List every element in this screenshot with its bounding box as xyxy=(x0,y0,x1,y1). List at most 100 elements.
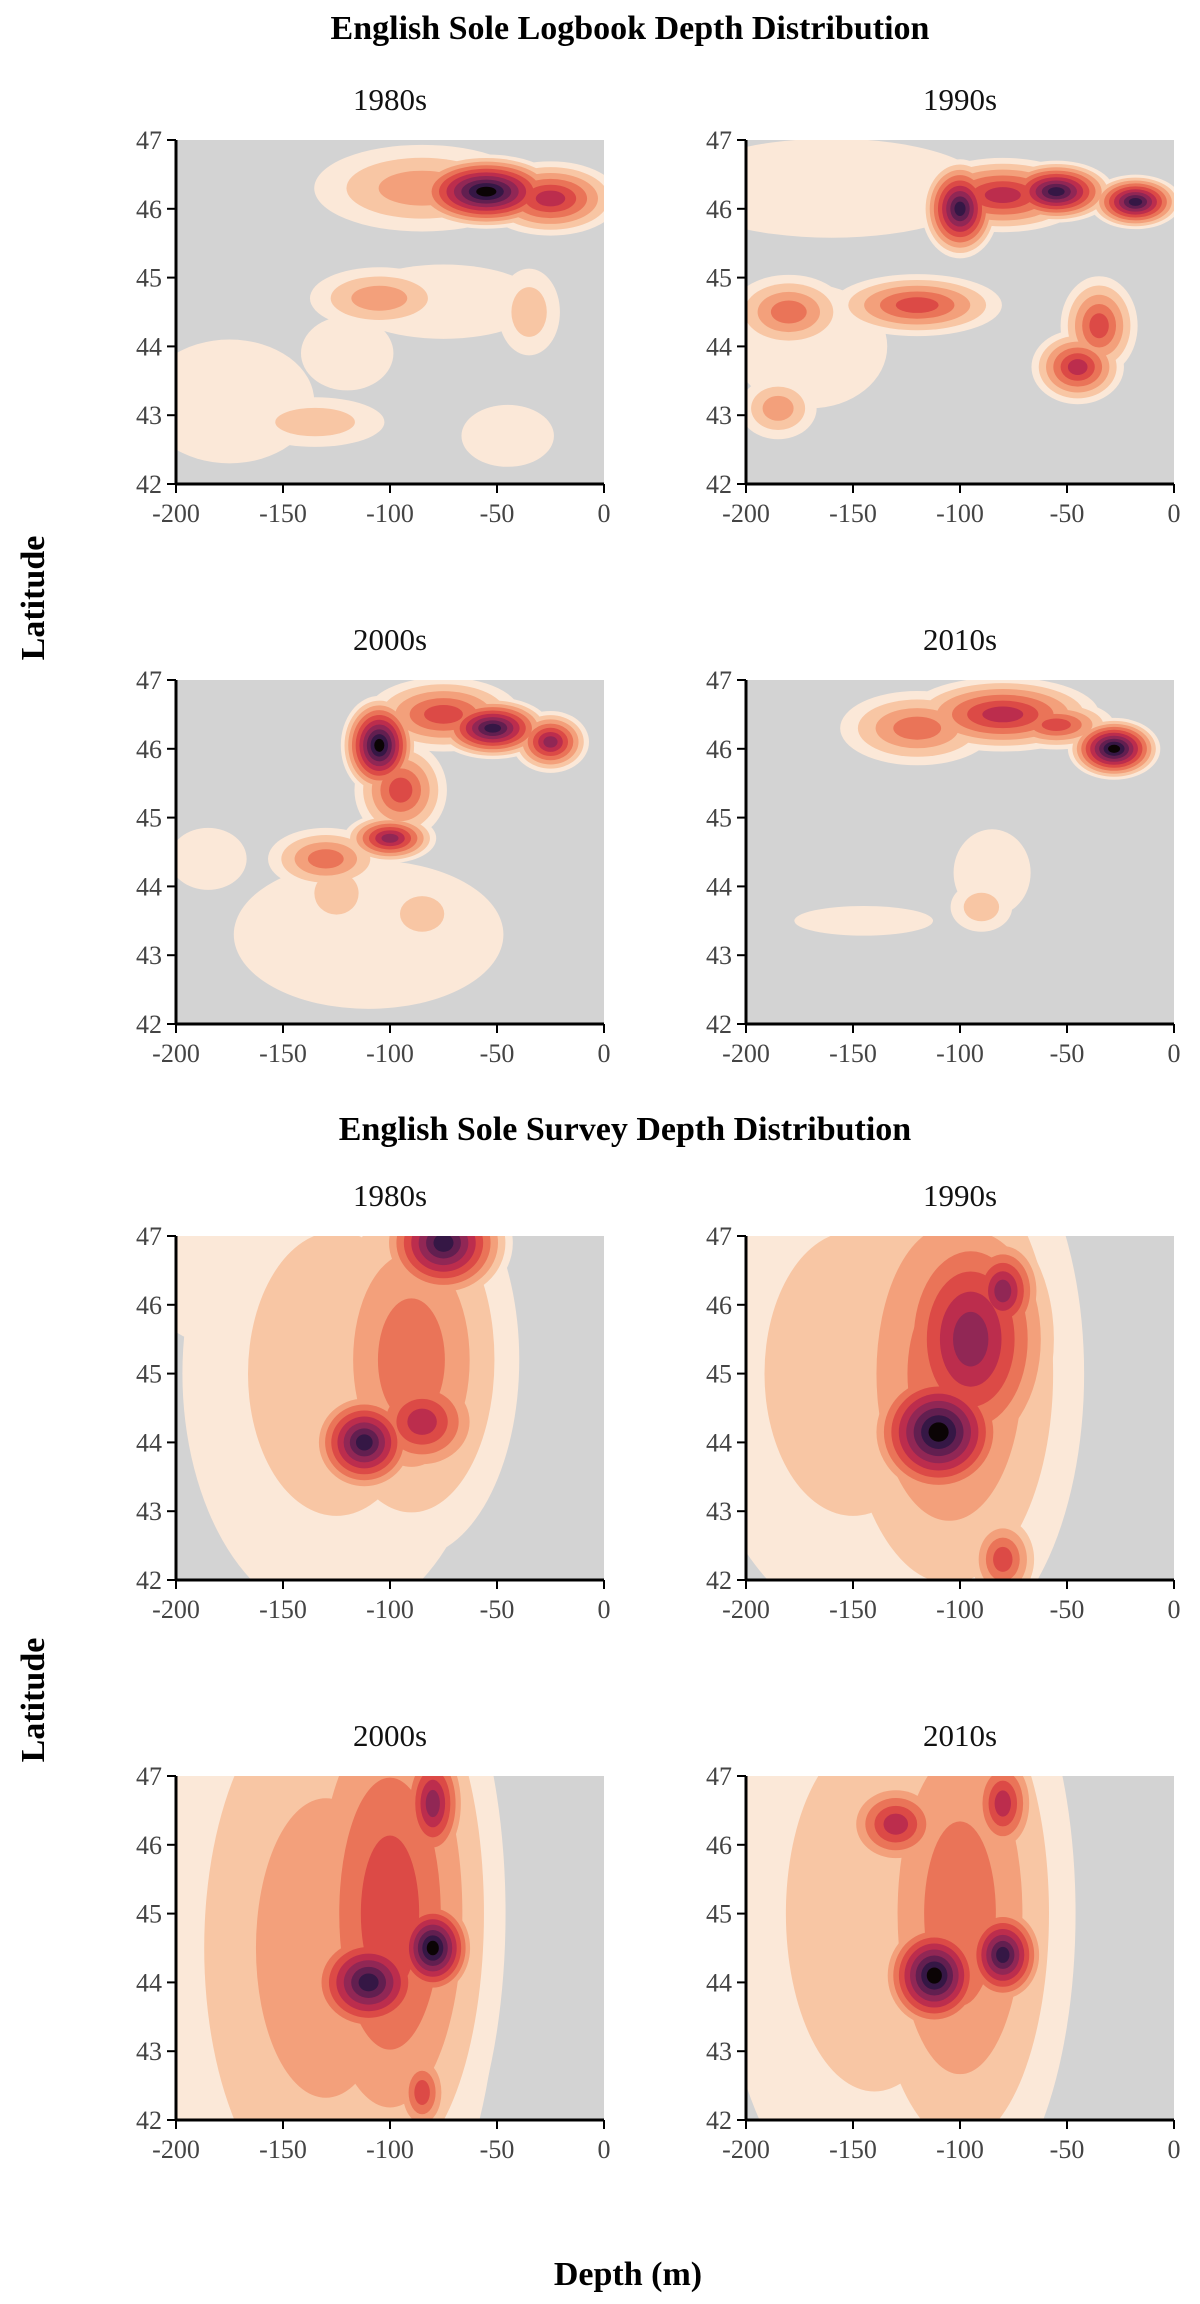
y-tick-label: 42 xyxy=(136,470,162,499)
y-tick-label: 43 xyxy=(136,941,162,970)
x-tick-label: -50 xyxy=(1050,499,1085,528)
x-axis-label: Depth (m) xyxy=(554,2256,702,2293)
y-tick-label: 45 xyxy=(136,1900,162,1929)
y-tick-label: 47 xyxy=(136,126,162,155)
x-tick-label: -50 xyxy=(480,1039,515,1068)
density-contour-level-6 xyxy=(407,1408,437,1435)
y-tick-label: 45 xyxy=(136,1360,162,1389)
heatmap-panel-6: 1990s -200 -150 -100 -50 0 42 43 44 45 46 47 xyxy=(706,1178,1181,1624)
y-tick-label: 42 xyxy=(706,2106,732,2135)
x-tick-label: 0 xyxy=(598,499,611,528)
y-tick-label: 42 xyxy=(706,1566,732,1595)
density-contour-level-10 xyxy=(926,1967,942,1984)
y-tick-label: 42 xyxy=(136,1566,162,1595)
density-contour-level-9 xyxy=(1128,197,1143,206)
density-contour-level-9 xyxy=(484,723,502,733)
x-tick-label: -150 xyxy=(829,499,877,528)
y-tick-label: 45 xyxy=(706,804,732,833)
x-tick-label: -200 xyxy=(722,2135,770,2164)
density-contour-level-5 xyxy=(1041,718,1071,731)
density-field xyxy=(746,140,1174,440)
heatmap-panel-1: 1980s -200 -150 -100 -50 0 42 43 44 45 46 47 xyxy=(136,82,611,528)
density-contour-level-6 xyxy=(535,190,566,207)
density-contour-level-5 xyxy=(895,297,939,313)
density-contour-level-2 xyxy=(399,896,445,932)
y-tick-label: 42 xyxy=(136,2106,162,2135)
density-contour-level-9 xyxy=(358,1973,379,1992)
y-tick-label: 43 xyxy=(706,401,732,430)
density-contour-level-4 xyxy=(307,849,344,869)
x-tick-label: -150 xyxy=(259,499,307,528)
y-tick-label: 43 xyxy=(706,941,732,970)
y-tick-label: 47 xyxy=(706,1222,732,1251)
heatmap-panel-7: 2000s -200 -150 -100 -50 0 42 43 44 45 46 47 xyxy=(136,1718,611,2164)
density-contour-level-1 xyxy=(176,827,247,890)
density-contour-level-9 xyxy=(954,201,966,216)
x-tick-label: -150 xyxy=(829,1595,877,1624)
density-field xyxy=(176,1776,506,2120)
x-tick-label: -200 xyxy=(722,1039,770,1068)
density-contour-level-5 xyxy=(389,777,413,803)
y-tick-label: 46 xyxy=(706,1831,732,1860)
density-contour-level-1 xyxy=(461,404,554,467)
density-contour-level-6 xyxy=(1067,359,1088,375)
density-contour-level-10 xyxy=(928,1422,949,1442)
density-contour-level-5 xyxy=(993,1546,1013,1572)
density-contour-level-7 xyxy=(994,1279,1012,1303)
heatmap-panel-8: 2010s -200 -150 -100 -50 0 42 43 44 45 46 47 xyxy=(706,1718,1181,2164)
y-tick-label: 46 xyxy=(136,1831,162,1860)
heatmap-panel-2: 1990s -200 -150 -100 -50 0 42 43 44 45 46 47 xyxy=(706,82,1181,528)
density-contour-level-7 xyxy=(953,1311,989,1367)
density-contour-level-7 xyxy=(381,833,399,843)
y-tick-label: 44 xyxy=(706,872,732,901)
survey-section-title: English Sole Survey Depth Distribution xyxy=(339,1111,912,1148)
y-tick-label: 44 xyxy=(136,1968,162,1997)
density-contour-level-4 xyxy=(377,1298,445,1422)
x-tick-label: -50 xyxy=(480,499,515,528)
panel-title: 2010s xyxy=(923,622,997,657)
logbook-section-title: English Sole Logbook Depth Distribution xyxy=(331,10,930,47)
density-contour-level-1 xyxy=(300,316,394,391)
density-field xyxy=(746,1236,1085,1580)
x-tick-label: -200 xyxy=(152,1595,200,1624)
x-tick-label: -150 xyxy=(259,1595,307,1624)
x-tick-label: 0 xyxy=(1168,1039,1181,1068)
panel-title: 1990s xyxy=(923,82,997,117)
y-tick-label: 43 xyxy=(706,2037,732,2066)
density-contour-level-2 xyxy=(511,287,547,337)
density-contour-level-9 xyxy=(433,1236,454,1252)
y-tick-label: 43 xyxy=(706,1497,732,1526)
x-tick-label: -100 xyxy=(366,499,414,528)
x-tick-label: -150 xyxy=(829,2135,877,2164)
y-tick-label: 42 xyxy=(136,1010,162,1039)
x-tick-label: -150 xyxy=(259,2135,307,2164)
density-contour-level-1 xyxy=(233,860,504,1009)
density-contour-level-2 xyxy=(963,892,1000,922)
x-tick-label: -100 xyxy=(936,1039,984,1068)
x-tick-label: -200 xyxy=(722,499,770,528)
y-tick-label: 43 xyxy=(136,2037,162,2066)
density-contour-level-1 xyxy=(794,905,934,936)
x-tick-label: 0 xyxy=(598,1039,611,1068)
x-tick-label: -200 xyxy=(722,1595,770,1624)
density-field xyxy=(176,144,604,467)
panel-title: 2000s xyxy=(353,622,427,657)
y-tick-label: 43 xyxy=(136,1497,162,1526)
x-tick-label: -100 xyxy=(936,499,984,528)
y-tick-label: 44 xyxy=(136,872,162,901)
x-tick-label: 0 xyxy=(598,2135,611,2164)
density-field xyxy=(176,680,590,1009)
x-tick-label: -100 xyxy=(366,1039,414,1068)
x-tick-label: -50 xyxy=(1050,1039,1085,1068)
y-tick-label: 47 xyxy=(136,666,162,695)
y-tick-label: 45 xyxy=(706,1360,732,1389)
density-contour-level-3 xyxy=(762,395,794,421)
x-tick-label: -50 xyxy=(1050,1595,1085,1624)
x-tick-label: -50 xyxy=(480,2135,515,2164)
heatmap-panel-3: 2000s -200 -150 -100 -50 0 42 43 44 45 46 47 xyxy=(136,622,611,1068)
x-tick-label: -200 xyxy=(152,1039,200,1068)
x-tick-label: 0 xyxy=(1168,1595,1181,1624)
x-tick-label: 0 xyxy=(598,1595,611,1624)
y-tick-label: 44 xyxy=(136,1428,162,1457)
y-tick-label: 46 xyxy=(136,735,162,764)
